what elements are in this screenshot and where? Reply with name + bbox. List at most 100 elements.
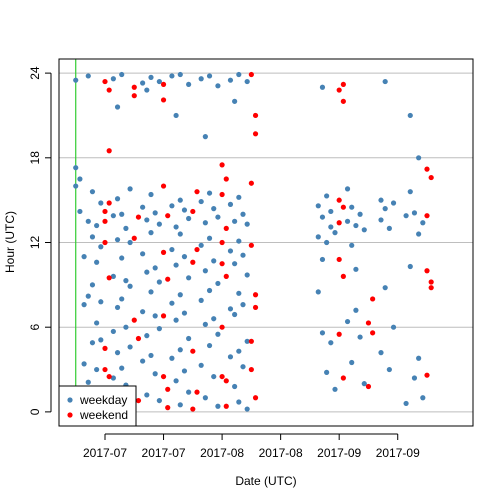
point-weekday xyxy=(236,238,242,244)
point-weekday xyxy=(181,310,188,316)
point-weekend xyxy=(428,174,434,181)
legend: weekday weekend xyxy=(58,385,137,427)
point-weekday xyxy=(357,211,363,217)
point-weekday xyxy=(73,183,79,189)
point-weekend xyxy=(336,331,342,337)
point-weekend xyxy=(102,366,108,373)
point-weekday xyxy=(98,200,104,206)
point-weekend xyxy=(340,375,346,381)
point-weekday xyxy=(73,165,79,171)
point-weekend xyxy=(223,176,229,182)
point-weekday xyxy=(94,320,100,326)
point-weekday xyxy=(240,302,246,308)
point-weekend xyxy=(135,397,142,404)
point-weekday xyxy=(349,359,355,366)
y-axis: 0 6 12 18 24 xyxy=(28,66,52,415)
point-weekday xyxy=(89,340,96,346)
point-weekday xyxy=(403,400,409,407)
point-weekend xyxy=(219,239,225,246)
point-weekday xyxy=(114,196,121,202)
point-weekend xyxy=(131,93,137,99)
point-weekday xyxy=(89,234,96,240)
point-weekday xyxy=(344,186,351,192)
point-weekday xyxy=(382,78,388,85)
point-weekday xyxy=(232,261,238,267)
point-weekday xyxy=(144,87,150,93)
point-weekday xyxy=(110,213,116,219)
point-weekend xyxy=(428,279,434,285)
point-weekday xyxy=(227,201,234,207)
point-weekday xyxy=(110,328,116,335)
point-weekend xyxy=(165,213,171,219)
point-weekday xyxy=(148,74,154,80)
point-weekday xyxy=(353,222,359,229)
point-weekend xyxy=(424,268,430,274)
point-weekend xyxy=(190,208,196,215)
point-weekday xyxy=(169,203,175,209)
point-weekday xyxy=(94,259,100,265)
point-weekday xyxy=(227,306,234,312)
point-weekday xyxy=(140,251,146,257)
point-weekday xyxy=(211,258,217,264)
point-weekday xyxy=(232,311,238,318)
data-points xyxy=(73,71,434,412)
point-weekend xyxy=(248,71,254,78)
point-weekend xyxy=(194,246,200,253)
point-weekday xyxy=(236,71,242,78)
point-weekday xyxy=(227,354,234,360)
point-weekend xyxy=(102,239,108,246)
x-axis: 2017-07 2017-07 2017-08 2017-08 2017-09 2017-… xyxy=(83,433,420,460)
point-weekday xyxy=(236,194,242,200)
point-weekday xyxy=(144,333,150,339)
x-tick-label: 2017-08 xyxy=(259,446,303,460)
point-weekday xyxy=(127,239,133,246)
point-weekday xyxy=(236,348,242,354)
point-weekday xyxy=(169,246,175,253)
point-weekday xyxy=(177,347,183,353)
point-weekday xyxy=(211,316,217,322)
point-weekday xyxy=(85,379,91,385)
point-weekday xyxy=(386,225,392,231)
point-weekend xyxy=(223,403,229,409)
point-weekend xyxy=(219,191,225,198)
point-weekday xyxy=(148,289,154,295)
point-weekday xyxy=(232,383,238,390)
point-weekday xyxy=(81,254,87,260)
point-weekday xyxy=(411,210,418,216)
y-tick-label: 18 xyxy=(28,151,42,165)
point-weekday xyxy=(244,406,250,412)
point-weekday xyxy=(332,230,338,236)
point-weekday xyxy=(202,268,208,274)
point-weekday xyxy=(390,200,397,206)
point-weekday xyxy=(202,134,208,140)
point-weekend xyxy=(370,330,376,336)
point-weekend xyxy=(160,249,167,255)
point-weekday xyxy=(324,193,330,199)
point-weekday xyxy=(156,326,162,332)
point-weekend xyxy=(252,395,259,401)
point-weekday xyxy=(403,213,409,219)
point-weekday xyxy=(94,222,100,229)
point-weekday xyxy=(98,299,104,305)
point-weekday xyxy=(169,73,175,79)
point-weekday xyxy=(177,292,183,298)
point-weekend xyxy=(106,200,112,206)
point-weekday xyxy=(215,403,221,409)
point-weekend xyxy=(223,378,229,384)
point-weekday xyxy=(361,381,367,387)
point-weekday xyxy=(186,81,192,88)
point-weekday xyxy=(85,73,91,79)
point-weekday xyxy=(240,364,246,370)
y-tick-label: 12 xyxy=(28,236,42,250)
point-weekday xyxy=(144,217,150,223)
point-weekday xyxy=(119,365,125,371)
point-weekday xyxy=(206,287,213,294)
point-weekend xyxy=(340,273,346,279)
y-tick-label: 6 xyxy=(28,324,42,331)
point-weekday xyxy=(89,282,96,288)
point-weekday xyxy=(206,342,213,349)
point-weekday xyxy=(152,313,158,319)
x-tick-label: 2017-07 xyxy=(142,446,186,460)
point-weekday xyxy=(156,397,162,404)
point-weekday xyxy=(140,358,146,364)
